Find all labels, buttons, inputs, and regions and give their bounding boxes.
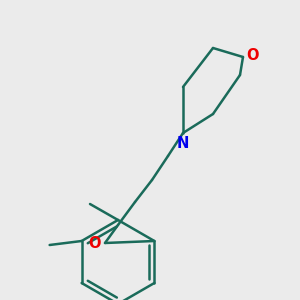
Text: O: O	[246, 49, 259, 64]
Text: N: N	[177, 136, 189, 151]
Text: O: O	[88, 236, 101, 250]
